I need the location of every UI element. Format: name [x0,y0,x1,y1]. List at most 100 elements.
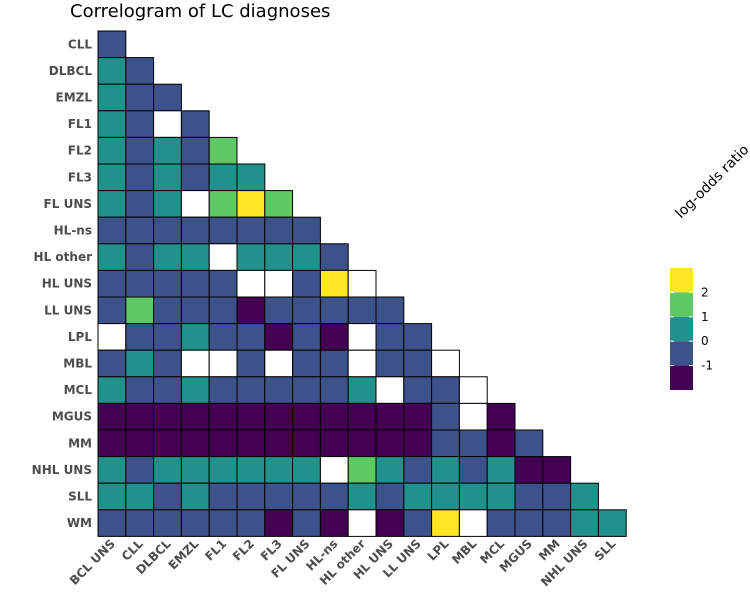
y-tick-label: SLL [68,490,92,504]
heatmap-cell [403,509,433,537]
heatmap-cell [97,323,127,351]
heatmap-cell [347,269,377,298]
heatmap-cell [431,509,460,537]
heatmap-cell [458,509,488,537]
legend-swatch [670,316,693,342]
heatmap-cell [542,456,572,484]
heatmap-cell [431,482,460,511]
x-tick-label: LPL [425,536,452,563]
heatmap-cell [125,269,155,298]
heatmap-cell [236,243,266,271]
heatmap-cell [375,376,405,404]
heatmap-cell [264,482,294,511]
heatmap-cell [97,83,127,112]
heatmap-cell [97,349,127,378]
chart-title: Correlogram of LC diagnoses [70,1,330,22]
heatmap-cell [153,509,182,537]
heatmap-cell [292,296,321,325]
heatmap-cell [403,349,433,378]
heatmap-cell [319,456,349,484]
heatmap-cell [403,456,433,484]
heatmap-cell [597,509,627,537]
heatmap-cell [125,402,155,431]
heatmap-cell [208,456,238,484]
y-tick-label: HL UNS [42,277,92,291]
heatmap-cell [319,482,349,511]
heatmap-cell [125,482,155,511]
y-tick-label: HL-ns [54,224,92,238]
y-tick-label: HL other [34,250,93,264]
heatmap-cell [153,269,182,298]
heatmap-cells [97,30,627,537]
heatmap-cell [347,429,377,458]
legend-title: log-odds ratio [673,142,750,222]
heatmap-cell [403,323,433,351]
heatmap-cell [180,509,210,537]
heatmap-cell [486,402,516,431]
heatmap-cell [180,110,210,138]
heatmap-cell [292,402,321,431]
heatmap-cell [153,136,182,165]
heatmap-cell [375,482,405,511]
heatmap-cell [180,376,210,404]
heatmap-cell [180,482,210,511]
heatmap-cell [180,429,210,458]
y-tick-label: FL2 [68,144,92,158]
heatmap-cell [486,429,516,458]
heatmap-cell [264,376,294,404]
y-tick-label: DLBCL [49,64,93,78]
heatmap-cell [264,323,294,351]
heatmap-cell [208,269,238,298]
legend-swatch [670,268,693,293]
y-tick-label: NHL UNS [32,463,92,477]
y-tick-label: LPL [68,330,92,344]
heatmap-cell [264,429,294,458]
heatmap-cell [125,136,155,165]
heatmap-cell [347,323,377,351]
heatmap-cell [97,269,127,298]
heatmap-cell [319,509,349,537]
heatmap-cell [264,269,294,298]
heatmap-cell [375,349,405,378]
heatmap-cell [319,269,349,298]
heatmap-cell [292,429,321,458]
heatmap-cell [431,376,460,404]
heatmap-cell [97,243,127,271]
heatmap-cell [403,429,433,458]
heatmap-cell [264,349,294,378]
heatmap-cell [486,509,516,537]
heatmap-cell [153,456,182,484]
heatmap-cell [431,402,460,431]
heatmap-cell [264,243,294,271]
heatmap-cell [292,456,321,484]
heatmap-cell [319,323,349,351]
heatmap-cell [97,30,127,59]
legend-tick-label: 1 [701,310,709,324]
heatmap-cell [264,216,294,245]
heatmap-cell [514,429,544,458]
x-tick-label: EMZL [166,536,202,572]
heatmap-cell [347,482,377,511]
heatmap-cell [208,243,238,271]
heatmap-cell [208,190,238,218]
heatmap-cell [292,349,321,378]
heatmap-cell [208,136,238,165]
heatmap-cell [319,349,349,378]
heatmap-cell [97,163,127,192]
heatmap-cell [208,402,238,431]
heatmap-cell [347,296,377,325]
heatmap-cell [125,349,155,378]
heatmap-cell [125,190,155,218]
heatmap-cell [236,509,266,537]
heatmap-cell [180,323,210,351]
heatmap-cell [236,216,266,245]
heatmap-cell [542,482,572,511]
heatmap-cell [125,110,155,138]
heatmap-cell [403,376,433,404]
heatmap-cell [153,163,182,192]
heatmap-cell [347,402,377,431]
heatmap-cell [236,349,266,378]
heatmap-cell [125,323,155,351]
heatmap-cell [97,57,127,85]
